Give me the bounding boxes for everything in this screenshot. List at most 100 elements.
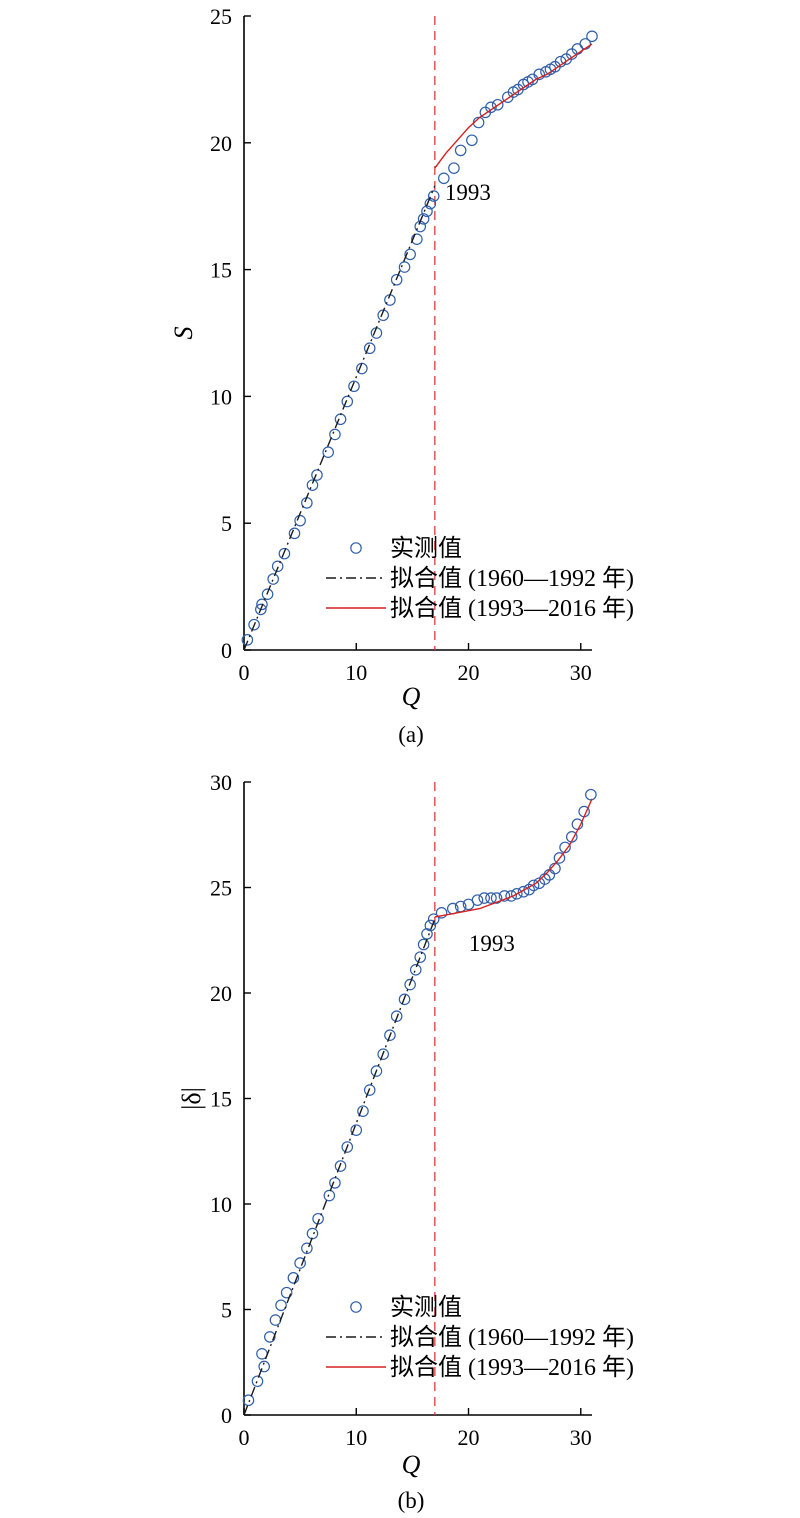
data-point [533,68,546,81]
data-point [348,380,360,393]
data-point [256,598,268,611]
change-point-label: 1993 [445,180,491,205]
data-point [377,1048,389,1060]
data-point [490,892,503,904]
data-point [559,841,571,854]
data-point [242,1394,255,1407]
data-point [414,951,427,963]
legend-swatch-marker [350,1301,362,1313]
y-tick-label: 10 [210,1192,232,1217]
data-point [370,1065,383,1077]
y-tick-label: 0 [221,638,232,663]
data-point [267,573,279,585]
data-point [398,993,411,1006]
data-point [278,547,291,560]
data-point [261,588,274,601]
data-point [357,1105,369,1117]
x-tick-label: 10 [345,660,367,685]
x-axis-label: Q [402,1450,421,1479]
panel-label: (a) [398,722,424,747]
data-point [585,788,597,801]
data-point [454,144,467,157]
y-tick-label: 5 [221,511,232,536]
series-line-2 [434,798,593,918]
data-point [384,1029,396,1041]
x-tick-label: 30 [570,1425,592,1450]
x-tick-label: 0 [239,660,250,685]
data-point [306,1227,319,1240]
data-point [294,514,306,527]
data-point [271,560,284,573]
data-point [435,907,448,919]
change-point-label: 1993 [469,931,515,956]
data-point [341,395,354,408]
data-point [478,892,491,904]
data-point [363,1084,376,1096]
data-point [306,479,319,491]
data-point [517,885,530,898]
legend-entry: 拟合值 (1993—2016 年) [390,1354,634,1381]
series-line-2 [434,43,593,169]
y-tick-label: 25 [210,4,232,29]
x-axis-label: Q [402,682,421,711]
y-axis-label: |δ| [177,1087,206,1110]
data-point [417,938,430,951]
legend-entry: 拟合值 (1960—1992 年) [390,1324,634,1351]
y-axis-label: S [169,327,198,340]
legend-entry: 拟合值 (1960—1992 年) [390,565,634,592]
data-point [287,1272,300,1284]
data-point [390,273,403,286]
data-point [491,98,504,111]
y-tick-label: 0 [221,1403,232,1428]
data-point [505,890,517,902]
data-point [311,469,323,481]
data-point [409,963,422,976]
data-point [404,248,416,261]
data-point [334,1160,347,1172]
data-point [466,134,478,147]
panel-label: (b) [398,1488,425,1513]
data-point [280,1286,293,1299]
legend-entry: 拟合值 (1993—2016 年) [390,595,634,622]
data-point [427,913,440,925]
data-point [258,1360,271,1373]
data-point [275,1299,287,1312]
x-tick-label: 0 [239,1425,250,1450]
data-point [329,428,341,441]
data-point [498,890,511,902]
data-point [255,603,267,616]
data-point [448,162,460,174]
data-point [251,1375,264,1388]
data-point [390,1010,403,1023]
series-line-1 [243,185,436,651]
legend-swatch-marker [350,542,362,554]
data-point [301,1242,313,1255]
x-tick-label: 20 [458,1425,480,1450]
data-point [288,527,301,540]
data-point [438,172,450,185]
legend-entry: 实测值 [390,535,462,562]
data-point [424,919,437,932]
y-tick-label: 20 [210,131,232,156]
x-tick-label: 30 [570,660,592,685]
data-point [322,446,334,458]
y-tick-label: 10 [210,384,232,409]
x-tick-label: 20 [458,660,480,685]
y-tick-label: 5 [221,1298,232,1323]
data-point [485,892,497,904]
legend-entry: 实测值 [390,1294,462,1321]
data-point [586,30,598,43]
data-point [527,879,540,892]
y-tick-label: 15 [210,258,232,283]
x-tick-label: 10 [345,1425,367,1450]
data-point [398,261,411,273]
data-point [264,1331,276,1343]
data-point [411,233,423,245]
series-line-1 [243,918,436,1416]
data-point [248,618,260,631]
data-point [294,1257,306,1269]
y-tick-label: 25 [210,876,232,901]
